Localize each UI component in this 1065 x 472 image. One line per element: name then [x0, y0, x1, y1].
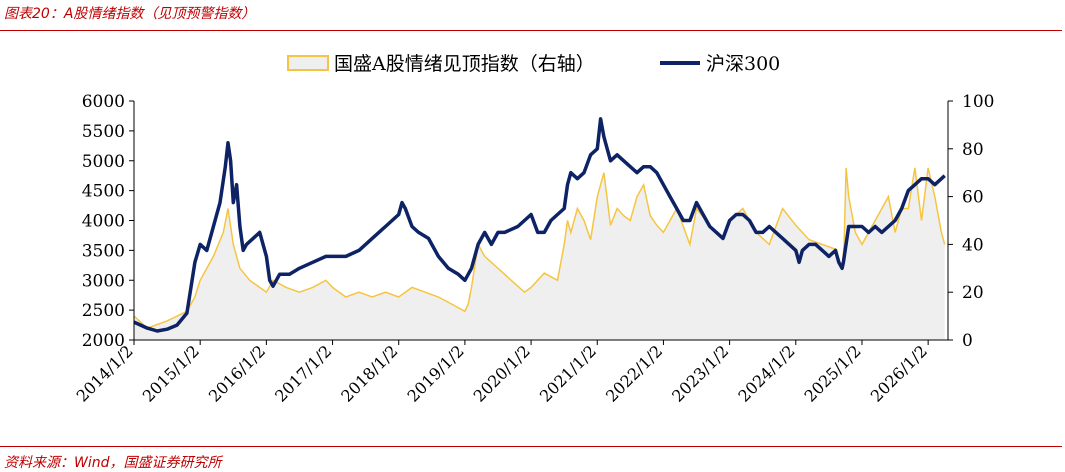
legend-swatch-sentiment [287, 55, 329, 71]
y-left-tick-label: 2000 [82, 331, 125, 351]
figure-caption: 图表20：A股情绪指数（见顶预警指数） [4, 6, 256, 22]
x-tick-label: 2015/1/2 [139, 341, 203, 405]
y-left-tick-label: 4500 [82, 182, 125, 202]
y-left-tick-label: 6000 [82, 92, 125, 112]
x-tick-label: 2022/1/2 [602, 341, 666, 405]
caption-divider [0, 30, 1062, 31]
legend: 国盛A股情绪见顶指数（右轴） 沪深300 [287, 53, 780, 75]
y-right-tick-label: 100 [962, 92, 994, 112]
x-tick-label: 2025/1/2 [801, 341, 865, 405]
plot-area [133, 117, 946, 340]
x-tick-label: 2018/1/2 [337, 341, 401, 405]
x-tick-label: 2024/1/2 [734, 341, 798, 405]
x-tick-label: 2017/1/2 [271, 341, 335, 405]
y-left-tick-label: 2500 [82, 301, 125, 321]
y-left-tick-label: 5000 [82, 152, 125, 172]
y-right-tick-label: 40 [962, 235, 984, 255]
y-right-tick-label: 60 [962, 188, 984, 208]
y-right-tick-label: 0 [962, 331, 973, 351]
y-right-tick-label: 80 [962, 140, 984, 160]
legend-label-hs300: 沪深300 [706, 53, 780, 75]
x-tick-label: 2021/1/2 [536, 341, 600, 405]
x-tick-label: 2016/1/2 [205, 341, 269, 405]
x-tick-label: 2020/1/2 [470, 341, 534, 405]
source-divider [0, 446, 1062, 447]
sentiment-series-line [133, 167, 946, 329]
legend-label-sentiment: 国盛A股情绪见顶指数（右轴） [334, 53, 595, 75]
y-left-tick-label: 3500 [82, 241, 125, 261]
y-left-tick-label: 3000 [82, 271, 125, 291]
y-right-tick-label: 20 [962, 283, 984, 303]
source-note: 资料来源：Wind，国盛证券研究所 [4, 455, 222, 471]
x-tick-label: 2023/1/2 [668, 341, 732, 405]
hs300-series-line [133, 117, 946, 333]
y-left-tick-label: 5500 [82, 122, 125, 142]
sentiment-area-fill [134, 167, 945, 340]
x-tick-label: 2019/1/2 [403, 341, 467, 405]
x-tick-label: 2026/1/2 [867, 341, 931, 405]
y-left-tick-label: 4000 [82, 212, 125, 232]
x-tick-label: 2014/1/2 [73, 341, 137, 405]
